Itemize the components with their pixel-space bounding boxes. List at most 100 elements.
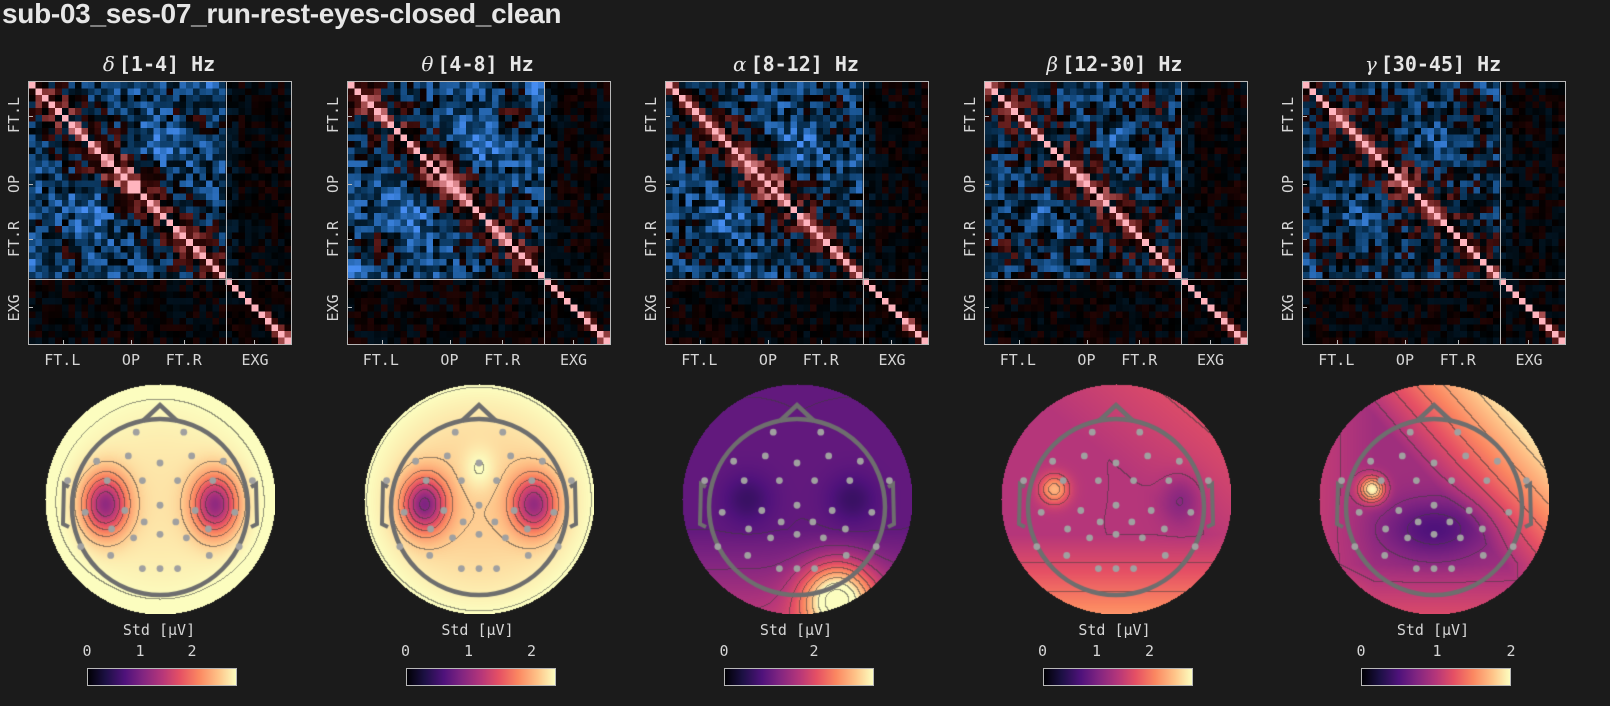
y-tick bbox=[1303, 239, 1307, 241]
x-tick-label: FT.L bbox=[681, 351, 718, 369]
eeg-exg-divider-h bbox=[1303, 278, 1565, 280]
y-tick bbox=[347, 239, 352, 241]
y-tick-label: FT.R bbox=[1279, 221, 1297, 258]
colorbar-label: Std [μV] bbox=[122, 621, 196, 639]
x-tick-label: FT.L bbox=[44, 351, 81, 369]
band-greek-symbol: θ bbox=[421, 52, 434, 76]
colorbar-tick-label: 1 bbox=[463, 642, 474, 660]
x-tick bbox=[700, 340, 702, 344]
colorbar-label: Std [μV] bbox=[441, 621, 514, 639]
y-tick-label: FT.L bbox=[960, 97, 979, 134]
x-tick-label: FT.L bbox=[999, 351, 1036, 369]
y-tick-label: EXG bbox=[323, 294, 342, 322]
y-tick bbox=[984, 116, 989, 118]
y-tick bbox=[984, 239, 989, 241]
x-tick bbox=[254, 340, 256, 344]
x-tick bbox=[572, 340, 574, 344]
eeg-exg-divider-h bbox=[29, 278, 291, 280]
y-tick bbox=[347, 116, 352, 118]
band-panel: γ [30-45] Hz FT.L OP FT.R EXG FT.L OP FT.R EXG Std… bbox=[1274, 0, 1592, 706]
colorbar bbox=[1361, 668, 1511, 686]
eeg-exg-divider-v bbox=[225, 82, 227, 344]
band-range: [4-8] Hz bbox=[437, 52, 534, 76]
x-tick-label: EXG bbox=[878, 351, 906, 369]
y-tick-label: OP bbox=[1279, 174, 1297, 193]
x-tick bbox=[1457, 340, 1459, 344]
x-tick bbox=[1337, 340, 1339, 344]
band-title: γ [30-45] Hz bbox=[1274, 52, 1592, 76]
band-greek-symbol: α bbox=[733, 52, 747, 76]
matrix-heatmap bbox=[666, 82, 928, 344]
y-tick-label: OP bbox=[642, 174, 660, 193]
y-tick bbox=[666, 307, 670, 309]
y-tick bbox=[984, 184, 989, 186]
eeg-exg-divider-v bbox=[862, 82, 864, 344]
x-tick-label: OP bbox=[1395, 351, 1414, 369]
y-tick-label: FT.L bbox=[1279, 97, 1297, 134]
x-tick-label: EXG bbox=[241, 351, 269, 369]
y-tick-label: FT.R bbox=[323, 221, 342, 258]
x-tick bbox=[1528, 340, 1530, 344]
y-tick-label: FT.L bbox=[5, 97, 23, 134]
x-tick bbox=[768, 340, 770, 344]
y-tick bbox=[1303, 184, 1307, 186]
band-greek-symbol: γ bbox=[1364, 52, 1377, 76]
y-tick bbox=[29, 239, 33, 241]
x-tick-label: FT.R bbox=[1439, 351, 1476, 369]
band-title: θ [4-8] Hz bbox=[319, 52, 637, 76]
x-tick-label: OP bbox=[440, 351, 459, 369]
y-tick-label: FT.R bbox=[5, 221, 23, 258]
topomap bbox=[45, 384, 275, 614]
eeg-exg-divider-v bbox=[1499, 82, 1501, 344]
x-tick-label: FT.R bbox=[165, 351, 202, 369]
colorbar-tick-label: 2 bbox=[526, 642, 537, 660]
x-tick bbox=[63, 340, 65, 344]
y-tick bbox=[29, 116, 33, 118]
y-tick-label: OP bbox=[960, 174, 979, 193]
x-tick bbox=[1209, 340, 1211, 344]
y-tick bbox=[347, 184, 352, 186]
y-tick bbox=[666, 184, 670, 186]
eeg-exg-divider-h bbox=[666, 278, 928, 280]
y-tick bbox=[1303, 307, 1307, 309]
colorbar-tick-label: 2 bbox=[1144, 642, 1155, 660]
colorbar bbox=[87, 668, 237, 686]
y-tick-label: EXG bbox=[1279, 294, 1297, 322]
band-panel: β [12-30] Hz FT.L OP FT.R EXG FT.L OP FT.R EXG Std… bbox=[956, 0, 1274, 706]
band-greek-symbol: β bbox=[1046, 52, 1059, 76]
x-tick bbox=[131, 340, 133, 344]
x-tick bbox=[449, 340, 451, 344]
colorbar-tick-label: 0 bbox=[82, 642, 92, 660]
topomap bbox=[1000, 384, 1231, 614]
x-tick-label: FT.R bbox=[484, 351, 521, 369]
x-tick bbox=[820, 340, 822, 344]
x-tick bbox=[1086, 340, 1088, 344]
topomap bbox=[682, 384, 912, 614]
x-tick bbox=[502, 340, 504, 344]
x-tick-label: FT.L bbox=[362, 351, 399, 369]
y-tick bbox=[666, 116, 670, 118]
x-tick-label: FT.L bbox=[1318, 351, 1355, 369]
topomap bbox=[363, 384, 594, 614]
band-panel: α [8-12] Hz FT.L OP FT.R EXG FT.L OP FT.R EXG Std … bbox=[637, 0, 955, 706]
band-title: α [8-12] Hz bbox=[637, 52, 955, 76]
x-tick-label: OP bbox=[1077, 351, 1096, 369]
matrix-heatmap bbox=[1303, 82, 1565, 344]
colorbar bbox=[405, 668, 556, 686]
x-tick-label: FT.R bbox=[802, 351, 839, 369]
band-range: [1-4] Hz bbox=[118, 52, 216, 76]
colorbar-tick-label: 1 bbox=[1091, 642, 1102, 660]
x-tick-label: FT.R bbox=[1121, 351, 1158, 369]
band-range: [30-45] Hz bbox=[1380, 52, 1502, 76]
y-tick-label: FT.R bbox=[642, 221, 660, 258]
eeg-exg-divider-v bbox=[1181, 82, 1182, 344]
y-tick bbox=[29, 307, 33, 309]
band-panel: θ [4-8] Hz FT.L OP FT.R EXG FT.L OP FT.R EXG Std [… bbox=[319, 0, 637, 706]
y-tick-label: FT.L bbox=[642, 97, 660, 134]
x-tick bbox=[1405, 340, 1407, 344]
eeg-exg-divider-h bbox=[984, 278, 1247, 280]
topomap bbox=[1319, 384, 1549, 614]
y-tick-label: FT.R bbox=[960, 221, 979, 258]
correlation-matrix bbox=[346, 81, 611, 345]
colorbar bbox=[724, 668, 874, 686]
